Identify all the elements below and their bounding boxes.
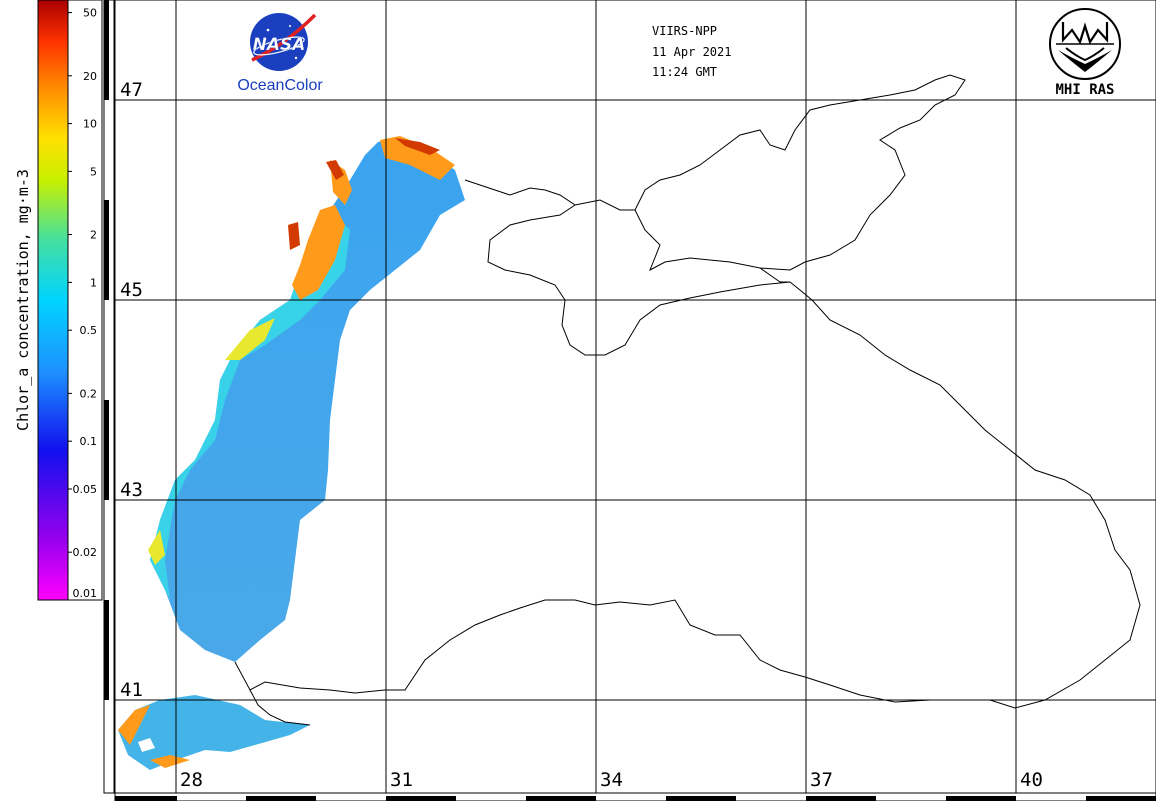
nasa-logo: NASA OceanColor bbox=[237, 13, 323, 94]
coastline-azov bbox=[634, 74, 966, 272]
colorbar-tick-label: 0.05 bbox=[73, 483, 98, 496]
nasa-wordmark: NASA bbox=[253, 35, 306, 55]
marmara-coast bbox=[118, 705, 190, 768]
swath-marmara bbox=[118, 695, 310, 770]
coastline-crimea-north bbox=[574, 199, 635, 211]
lon-label-34: 34 bbox=[600, 769, 623, 791]
lat-label-45: 45 bbox=[120, 279, 143, 301]
colorbar-tick-label: 2 bbox=[90, 229, 97, 242]
colorbar-tick-label: 0.2 bbox=[80, 387, 98, 400]
swath-shelf-cyan bbox=[150, 210, 350, 600]
colorbar-tick-label: 50 bbox=[83, 7, 97, 20]
lon-label-40: 40 bbox=[1020, 769, 1043, 791]
coastal-yellow bbox=[148, 318, 275, 565]
acquisition-date: 11 Apr 2021 bbox=[652, 45, 731, 59]
oceancolor-wordmark: OceanColor bbox=[237, 77, 323, 94]
colorbar-title: Chlor_a concentration, mg·m-3 bbox=[14, 169, 32, 431]
colorbar-tick-label: 1 bbox=[90, 276, 97, 289]
lon-labels: 28 31 34 37 40 bbox=[180, 769, 1043, 791]
left-scale-bar bbox=[103, 0, 115, 794]
colorbar: 50 20 10 5 2 1 0.5 0.2 0.1 0.05 0.02 0.01 Chlor_a c… bbox=[14, 0, 103, 601]
lat-label-47: 47 bbox=[120, 79, 143, 101]
swath-main bbox=[150, 138, 465, 662]
colorbar-gradient bbox=[37, 0, 69, 601]
colorbar-tick-label: 0.01 bbox=[73, 587, 98, 600]
colorbar-tick-label: 0.5 bbox=[80, 324, 98, 337]
colorbar-tick-label: 20 bbox=[83, 70, 97, 83]
chlorophyll-swath bbox=[118, 136, 465, 770]
colorbar-ticks: 50 20 10 5 2 1 0.5 0.2 0.1 0.05 0.02 0.01 bbox=[68, 7, 98, 601]
coastline-black-sea bbox=[234, 179, 1141, 709]
coastline-kerch bbox=[759, 267, 790, 283]
colorbar-tick-label: 0.02 bbox=[73, 546, 98, 559]
lat-label-43: 43 bbox=[120, 479, 143, 501]
nasa-meatball-icon bbox=[250, 13, 308, 71]
lat-labels: 47 45 43 41 bbox=[120, 79, 143, 701]
map-frame bbox=[103, 0, 1156, 801]
bottom-scale-segments bbox=[115, 796, 1156, 801]
acquisition-time: 11:24 GMT bbox=[652, 65, 717, 79]
acquisition-info: VIIRS-NPP 11 Apr 2021 11:24 GMT bbox=[652, 24, 731, 79]
left-scale-segments bbox=[104, 0, 109, 700]
mhi-ras-wordmark: MHI RAS bbox=[1055, 82, 1114, 98]
lon-label-37: 37 bbox=[810, 769, 833, 791]
coastal-high-chl bbox=[292, 136, 455, 300]
colorbar-label-panel bbox=[67, 0, 103, 601]
lat-lon-grid bbox=[115, 0, 1156, 793]
satellite-name: VIIRS-NPP bbox=[652, 24, 717, 38]
lon-label-28: 28 bbox=[180, 769, 203, 791]
mhi-ras-logo: MHI RAS bbox=[1049, 8, 1121, 98]
colorbar-tick-label: 5 bbox=[90, 165, 97, 178]
coastal-red bbox=[288, 138, 440, 250]
lat-label-41: 41 bbox=[120, 679, 143, 701]
colorbar-tick-label: 0.1 bbox=[80, 435, 98, 448]
colorbar-tick-label: 10 bbox=[83, 118, 97, 131]
lon-label-31: 31 bbox=[390, 769, 413, 791]
marmara-island bbox=[138, 738, 155, 752]
